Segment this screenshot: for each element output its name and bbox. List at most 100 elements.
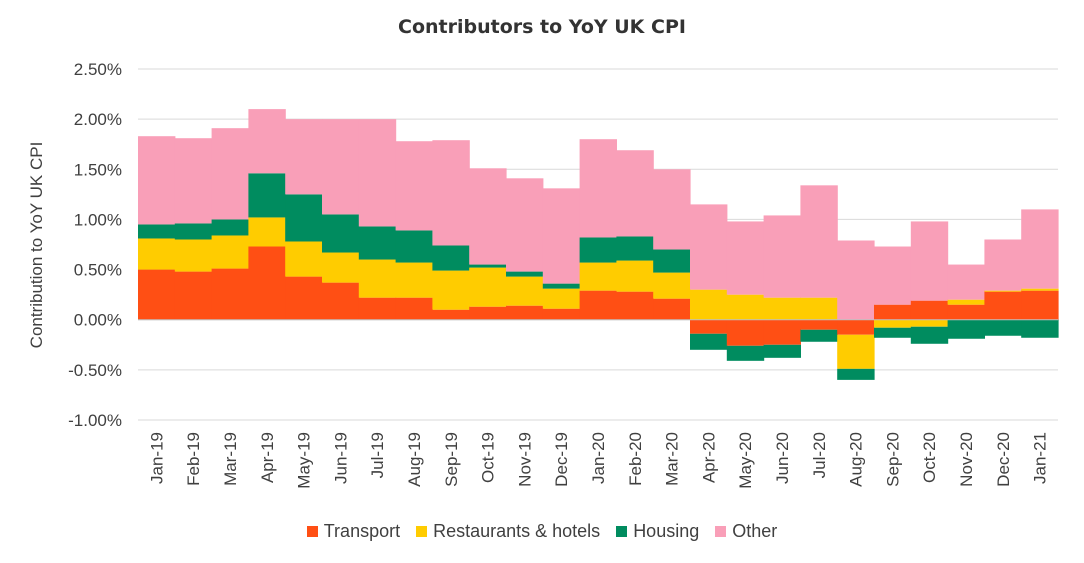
- bar-segment-other: [285, 119, 323, 195]
- bar-segment-housing: [690, 333, 728, 350]
- x-tick-label: May-19: [295, 432, 314, 489]
- x-tick-label: Mar-20: [663, 432, 682, 486]
- bar-segment-other: [542, 188, 581, 284]
- bar-segment-housing: [837, 368, 875, 380]
- legend-item: Transport: [306, 521, 401, 542]
- bar-segment-restaurants-hotels: [248, 217, 286, 247]
- bar-segment-housing: [211, 219, 249, 236]
- bar-segment-restaurants-hotels: [395, 262, 433, 298]
- x-tick-label: Dec-19: [552, 432, 571, 487]
- bar-segment-other: [837, 240, 875, 320]
- bar-segment-transport: [248, 246, 286, 320]
- bar-segment-transport: [837, 319, 875, 335]
- bar-segment-transport: [947, 304, 985, 320]
- x-tick-label: Nov-20: [957, 432, 976, 487]
- bar-segment-restaurants-hotels: [874, 319, 912, 328]
- y-tick-label: -1.00%: [68, 411, 122, 430]
- x-tick-label: Nov-19: [515, 432, 534, 487]
- bar-segment-restaurants-hotels: [432, 270, 470, 310]
- bar-segment-restaurants-hotels: [138, 238, 176, 270]
- bar-segment-restaurants-hotels: [616, 260, 654, 292]
- bar-segment-housing: [248, 173, 286, 218]
- x-tick-label: Feb-20: [626, 432, 645, 486]
- x-tick-label: Jul-19: [368, 432, 387, 478]
- bar-segment-housing: [726, 345, 765, 361]
- bar-segment-restaurants-hotels: [579, 262, 617, 291]
- bar-segment-restaurants-hotels: [984, 290, 1022, 292]
- legend-item: Restaurants & hotels: [416, 521, 600, 542]
- bar-segment-housing: [542, 283, 581, 289]
- bar-segment-housing: [874, 327, 912, 338]
- bar-segment-other: [763, 215, 801, 298]
- bar-segment-housing: [616, 236, 654, 261]
- bar-segment-housing: [653, 249, 691, 273]
- bar-segment-housing: [579, 237, 617, 263]
- x-tick-label: Jan-19: [147, 432, 166, 484]
- bar-segment-housing: [138, 224, 176, 239]
- bar-segment-other: [910, 221, 949, 301]
- bar-segment-transport: [984, 291, 1022, 320]
- bar-segment-other: [616, 150, 654, 237]
- bar-segment-transport: [432, 309, 470, 320]
- bar-segment-transport: [726, 319, 765, 346]
- bar-segment-housing: [174, 223, 213, 240]
- bar-segment-other: [690, 204, 728, 290]
- bar-segment-other: [874, 246, 912, 305]
- legend-swatch: [416, 526, 428, 537]
- bar-segment-transport: [542, 308, 581, 320]
- bar-segment-restaurants-hotels: [726, 294, 765, 320]
- bar-segment-restaurants-hotels: [690, 289, 728, 320]
- legend-label: Housing: [633, 521, 700, 541]
- bar-segment-restaurants-hotels: [653, 272, 691, 299]
- x-tick-label: Oct-20: [920, 432, 939, 483]
- bar-segment-housing: [506, 271, 544, 277]
- bar-segment-housing: [432, 245, 470, 271]
- x-tick-label: Sep-20: [883, 432, 902, 487]
- bar-segment-other: [432, 140, 470, 246]
- bar-segment-housing: [800, 329, 838, 342]
- legend-swatch: [616, 526, 628, 537]
- bar-segment-housing: [285, 194, 323, 242]
- bar-segment-housing: [358, 226, 397, 260]
- bar-segment-restaurants-hotels: [358, 259, 397, 298]
- bar-segment-housing: [322, 214, 360, 253]
- bar-segment-restaurants-hotels: [469, 267, 507, 307]
- x-tick-label: Jul-20: [810, 432, 829, 478]
- legend-swatch: [306, 526, 318, 537]
- x-tick-label: Dec-20: [994, 432, 1013, 487]
- bar-segment-other: [800, 185, 838, 298]
- bar-segment-transport: [1021, 290, 1059, 320]
- bar-segment-housing: [910, 326, 949, 344]
- legend-label: Transport: [323, 521, 401, 541]
- bar-segment-other: [653, 169, 691, 250]
- legend: Transport Restaurants & hotels Housing Othe…: [0, 521, 1084, 542]
- bar-segment-other: [322, 119, 360, 215]
- y-tick-label: 0.50%: [74, 261, 122, 280]
- y-tick-label: 1.50%: [74, 160, 122, 179]
- x-tick-label: Aug-20: [847, 432, 866, 487]
- bar-segment-other: [1021, 209, 1059, 289]
- bar-segment-restaurants-hotels: [1021, 288, 1059, 291]
- bar-segment-restaurants-hotels: [506, 276, 544, 306]
- bar-segment-other: [984, 239, 1022, 291]
- legend-item: Housing: [616, 521, 699, 542]
- x-tick-label: Feb-19: [184, 432, 203, 486]
- y-axis-title: Contribution to YoY UK CPI: [27, 142, 46, 349]
- bar-segment-transport: [506, 305, 544, 320]
- chart-title: Contributors to YoY UK CPI: [398, 16, 686, 38]
- bar-segment-other: [138, 136, 176, 225]
- bar-segment-transport: [690, 319, 728, 334]
- bar-segment-housing: [947, 319, 985, 339]
- legend-swatch: [715, 526, 727, 537]
- bar-segment-restaurants-hotels: [211, 235, 249, 269]
- x-tick-label: Apr-19: [258, 432, 277, 483]
- bar-segment-transport: [395, 297, 433, 320]
- y-tick-label: -0.50%: [68, 361, 122, 380]
- x-tick-label: Apr-20: [699, 432, 718, 483]
- y-tick-label: 0.00%: [74, 311, 122, 330]
- bar-segment-restaurants-hotels: [322, 252, 360, 283]
- x-tick-label: Aug-19: [405, 432, 424, 487]
- bar-segment-transport: [211, 268, 249, 320]
- bar-segment-restaurants-hotels: [947, 299, 985, 305]
- x-tick-label: Jan-21: [1031, 432, 1050, 484]
